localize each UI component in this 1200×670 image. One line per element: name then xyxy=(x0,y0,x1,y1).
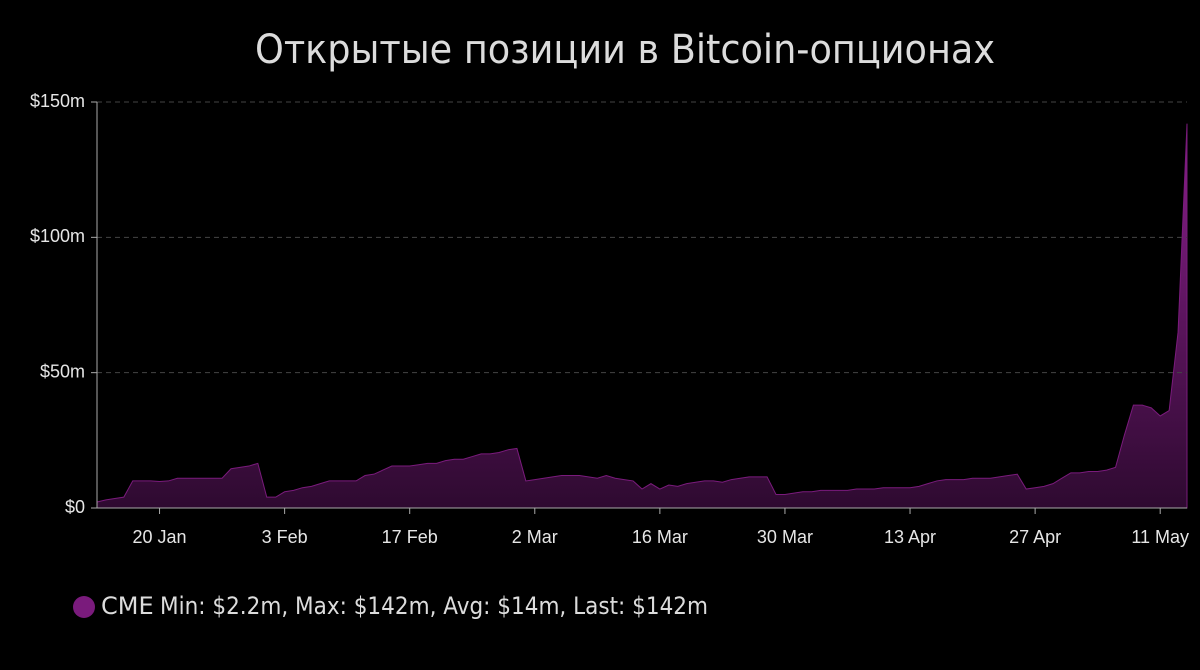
y-tick-label: $150m xyxy=(30,91,85,111)
legend-stats: Min: $2.2m, Max: $142m, Avg: $14m, Last:… xyxy=(160,592,708,620)
x-tick-label: 13 Apr xyxy=(884,527,936,547)
y-tick-label: $0 xyxy=(65,497,85,517)
x-tick-label: 11 May xyxy=(1131,527,1189,547)
legend-label: CME xyxy=(101,592,154,620)
x-tick-label: 20 Jan xyxy=(133,527,187,547)
chart-title: Открытые позиции в Bitcoin-опционах xyxy=(255,27,995,73)
x-tick-label: 30 Mar xyxy=(757,527,813,547)
legend-swatch xyxy=(73,596,95,618)
y-tick-label: $50m xyxy=(40,361,85,381)
x-tick-label: 17 Feb xyxy=(382,527,438,547)
x-tick-label: 16 Mar xyxy=(632,527,688,547)
x-tick-label: 3 Feb xyxy=(262,527,308,547)
x-tick-label: 27 Apr xyxy=(1009,527,1061,547)
x-tick-label: 2 Mar xyxy=(512,527,558,547)
y-tick-label: $100m xyxy=(30,226,85,246)
area xyxy=(96,123,1188,509)
